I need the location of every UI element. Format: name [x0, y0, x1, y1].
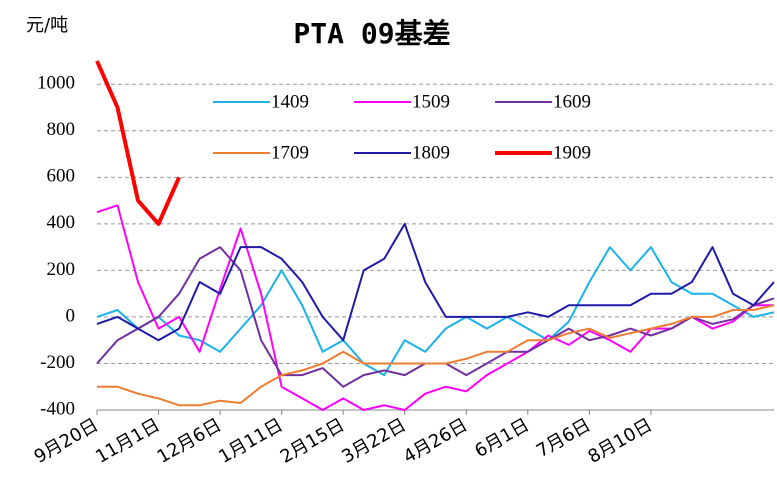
series-line	[96, 222, 775, 342]
series-line	[95, 60, 181, 226]
x-tick-label: 7月6日	[533, 414, 595, 462]
x-tick-label: 9月20日	[31, 414, 102, 467]
legend-label: 1509	[412, 91, 450, 112]
legend-label: 1709	[271, 142, 309, 163]
legend-label: 1809	[412, 142, 450, 163]
y-tick-label: 600	[47, 166, 76, 187]
series-line	[96, 246, 775, 377]
legend-label: 1909	[553, 142, 591, 163]
y-tick-label: -400	[40, 398, 75, 419]
y-tick-label: -200	[40, 352, 75, 373]
y-tick-label: 400	[47, 212, 76, 233]
legend-label: 1409	[271, 91, 309, 112]
x-tick-label: 11月1日	[92, 414, 163, 467]
y-axis-label: 元/吨	[26, 15, 68, 36]
x-tick-label: 2月15日	[277, 414, 348, 467]
x-tick-label: 8月10日	[584, 414, 655, 467]
y-tick-label: 800	[47, 119, 76, 140]
series-line	[97, 304, 775, 407]
legend-label: 1609	[553, 91, 591, 112]
x-tick-label: 12月6日	[154, 414, 225, 467]
x-tick-label: 4月26日	[400, 414, 471, 467]
x-tick-label: 3月22日	[338, 414, 409, 467]
x-tick-label: 1月11日	[215, 414, 286, 467]
y-tick-label: 0	[66, 305, 76, 326]
series-line	[96, 204, 774, 411]
y-tick-label: 1000	[37, 73, 75, 94]
x-tick-label: 6月1日	[471, 414, 533, 462]
chart-title: PTA 09基差	[293, 17, 450, 50]
y-tick-label: 200	[47, 259, 76, 280]
